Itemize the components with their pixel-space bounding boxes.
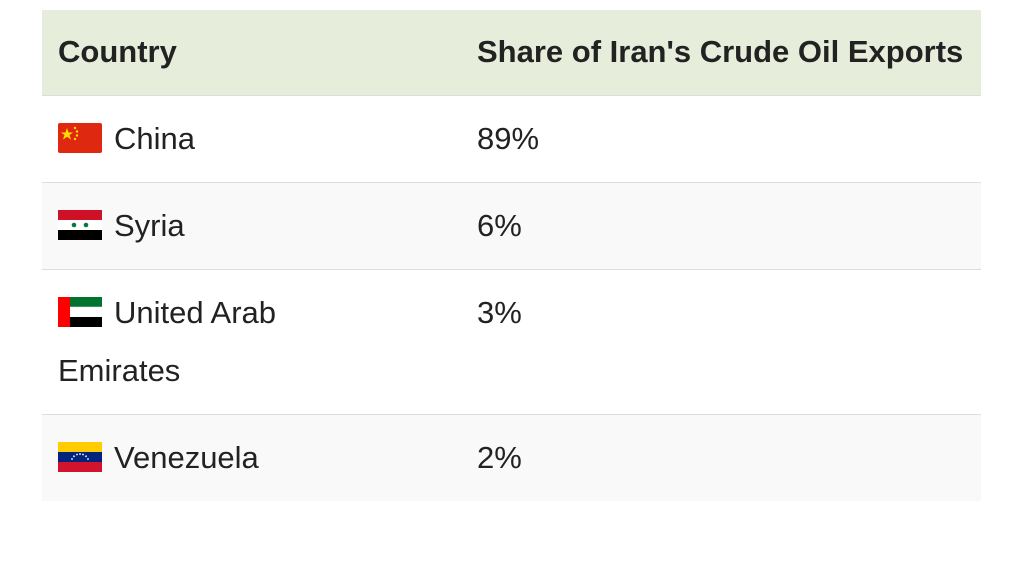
table: Country Share of Iran's Crude Oil Export… xyxy=(42,10,981,501)
header-cell: Share of Iran's Crude Oil Exports xyxy=(461,10,981,96)
country-cell: Venezuela xyxy=(42,414,461,501)
header-row: Country Share of Iran's Crude Oil Export… xyxy=(42,10,981,96)
country-name: Syria xyxy=(114,208,185,243)
flag-china xyxy=(58,123,102,153)
flag-uae xyxy=(57,297,103,327)
country-cell: United Arab Emirates xyxy=(42,269,461,415)
row: United Arab Emirates 3% xyxy=(42,269,981,415)
share-cell: 6% xyxy=(461,182,981,270)
flag-syria xyxy=(58,210,102,240)
country-name: United Arab Emirates xyxy=(58,295,276,388)
row: Syria 6% xyxy=(42,182,981,270)
share-cell: 89% xyxy=(461,95,981,183)
country-cell: China xyxy=(42,95,461,183)
row: China 89% xyxy=(42,95,981,183)
table-head: Country Share of Iran's Crude Oil Export… xyxy=(42,10,981,96)
share-cell: 3% xyxy=(461,269,981,415)
share-cell: 2% xyxy=(461,414,981,501)
country-cell: Syria xyxy=(42,182,461,270)
row: Venezuela 2% xyxy=(42,414,981,501)
header-cell: Country xyxy=(42,10,461,96)
country-name: Venezuela xyxy=(114,440,259,475)
country-name: China xyxy=(114,121,195,156)
flag-venezuela xyxy=(58,442,102,472)
table-body: China 89% Syria 6% United Arab Emirates … xyxy=(42,95,981,501)
